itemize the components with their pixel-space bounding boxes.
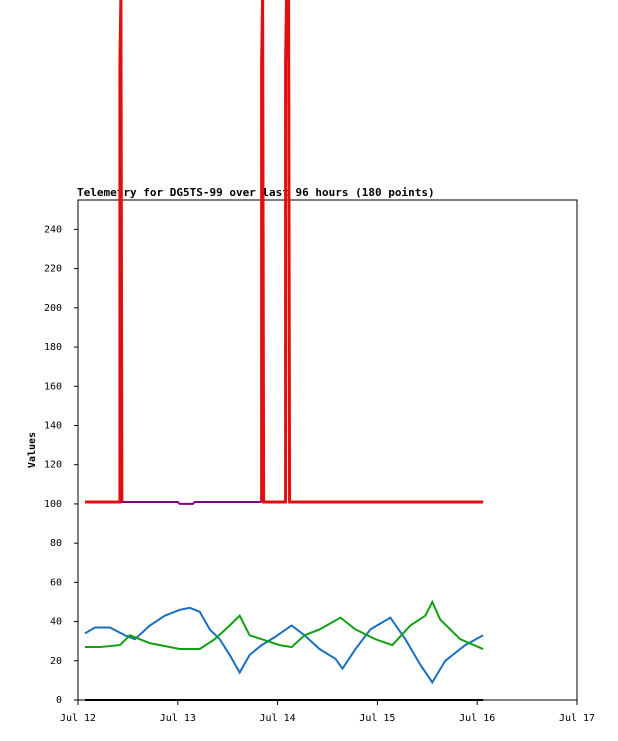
y-tick-label: 100	[44, 499, 62, 510]
x-tick-label: Jul 16	[459, 713, 495, 724]
x-tick-label: Jul 14	[260, 713, 296, 724]
x-tick-label: Jul 15	[359, 713, 395, 724]
series-line	[120, 500, 262, 505]
chart-title: Telemetry for DG5TS-99 over last 96 hour…	[77, 186, 435, 199]
y-tick-label: 220	[44, 264, 62, 275]
x-tick-label: Jul 13	[160, 713, 196, 724]
y-axis-label: Values	[27, 432, 38, 468]
y-tick-label: 60	[50, 577, 62, 588]
y-tick-label: 240	[44, 224, 62, 235]
y-tick-label: 200	[44, 303, 62, 314]
y-tick-label: 40	[50, 617, 62, 628]
series-line	[84, 606, 484, 685]
y-tick-label: 160	[44, 381, 62, 392]
series-line	[84, 599, 484, 651]
y-tick-label: 180	[44, 342, 62, 353]
y-tick-label: 80	[50, 538, 62, 549]
y-tick-label: 120	[44, 460, 62, 471]
x-tick-label: Jul 17	[559, 713, 595, 724]
x-tick-label: Jul 12	[60, 713, 96, 724]
y-tick-label: 20	[50, 656, 62, 667]
y-tick-label: 0	[56, 695, 62, 706]
series-line	[84, 0, 484, 504]
y-tick-label: 140	[44, 420, 62, 431]
